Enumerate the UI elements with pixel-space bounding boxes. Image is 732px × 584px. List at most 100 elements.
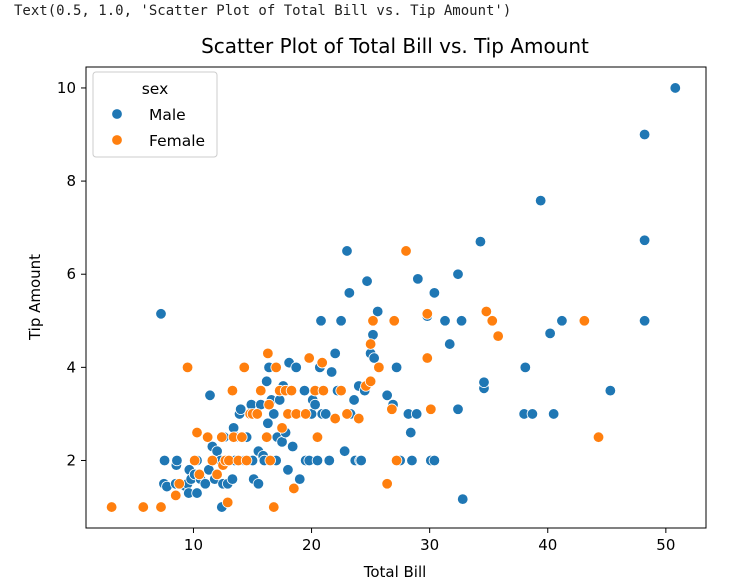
x-axis: 10 20 30 40 50 — [184, 528, 675, 554]
point-male — [343, 287, 356, 299]
point-male — [405, 426, 417, 439]
point-male — [519, 361, 532, 374]
point-female — [317, 384, 330, 397]
point-male — [155, 308, 167, 320]
point-female — [425, 403, 437, 415]
point-male — [204, 389, 216, 401]
point-male — [439, 315, 451, 327]
point-female — [353, 412, 365, 425]
point-male — [381, 389, 393, 401]
x-tick-label: 10 — [184, 536, 203, 554]
point-female — [173, 478, 185, 490]
plot-area-frame — [85, 66, 707, 529]
point-female — [373, 361, 385, 374]
point-male — [544, 327, 556, 340]
chart-title: Scatter Plot of Total Bill vs. Tip Amoun… — [201, 34, 589, 58]
point-female — [341, 408, 353, 420]
point-female — [251, 408, 263, 420]
scatter-points — [105, 82, 681, 513]
point-male — [199, 478, 211, 490]
point-male — [323, 454, 335, 467]
point-male — [412, 273, 424, 285]
point-female — [262, 347, 274, 360]
point-female — [255, 384, 267, 397]
point-female — [188, 454, 201, 467]
point-female — [311, 431, 324, 443]
point-male — [367, 329, 379, 341]
point-female — [388, 315, 400, 327]
point-female — [480, 305, 493, 318]
x-tick-label: 30 — [420, 536, 439, 554]
point-male — [320, 408, 332, 420]
point-female — [578, 315, 591, 327]
point-male — [282, 464, 294, 476]
point-female — [364, 338, 377, 350]
point-female — [386, 403, 398, 415]
point-male — [556, 315, 568, 327]
point-female — [486, 315, 498, 327]
point-male — [638, 128, 651, 141]
point-male — [361, 275, 373, 287]
point-male — [390, 361, 403, 374]
point-male — [348, 394, 360, 406]
point-female — [381, 478, 393, 490]
legend-label-male: Male — [149, 106, 186, 124]
point-female — [155, 501, 167, 513]
point-male — [325, 366, 338, 378]
point-male — [341, 245, 353, 257]
point-female — [260, 431, 273, 443]
point-male — [290, 361, 302, 374]
point-female — [263, 398, 275, 411]
y-axis: 2 4 6 8 10 — [57, 79, 86, 469]
point-male — [294, 473, 306, 485]
point-female — [211, 468, 223, 481]
point-male — [171, 454, 183, 467]
point-male — [534, 194, 547, 207]
point-female — [216, 431, 228, 443]
point-female — [105, 501, 118, 513]
point-female — [592, 431, 605, 443]
output-repr-text: Text(0.5, 1.0, 'Scatter Plot of Total Bi… — [14, 3, 512, 19]
point-male — [474, 235, 487, 248]
point-female — [264, 454, 276, 467]
point-female — [238, 361, 250, 374]
point-female — [329, 412, 341, 425]
point-female — [421, 308, 433, 320]
point-male — [604, 384, 617, 397]
point-female — [201, 431, 214, 443]
point-male — [526, 408, 539, 420]
legend-box — [92, 71, 218, 158]
point-male — [371, 305, 384, 318]
point-female — [364, 375, 377, 388]
legend-title: sex — [142, 80, 169, 98]
point-male — [252, 478, 265, 490]
point-male — [191, 487, 203, 499]
point-female — [222, 496, 234, 509]
y-tick-label: 8 — [66, 172, 76, 190]
y-axis-label: Tip Amount — [26, 254, 44, 341]
point-male — [547, 408, 560, 420]
point-male — [338, 445, 351, 457]
point-male — [444, 338, 456, 350]
point-male — [669, 82, 681, 94]
x-tick-label: 20 — [302, 536, 321, 554]
point-male — [309, 398, 321, 411]
legend-marker-female — [111, 134, 123, 146]
x-axis-label: Total Bill — [363, 563, 427, 581]
point-male — [235, 403, 247, 415]
point-female — [299, 408, 312, 420]
point-female — [492, 330, 504, 342]
point-male — [268, 408, 280, 420]
point-male — [158, 454, 171, 467]
point-male — [428, 287, 441, 299]
point-female — [191, 426, 203, 439]
point-male — [452, 268, 464, 280]
x-tick-label: 40 — [538, 536, 557, 554]
point-female — [316, 356, 328, 369]
point-male — [329, 347, 341, 360]
y-tick-label: 6 — [66, 265, 76, 283]
y-tick-label: 10 — [57, 79, 76, 97]
point-male — [335, 315, 347, 327]
point-male — [260, 375, 273, 388]
